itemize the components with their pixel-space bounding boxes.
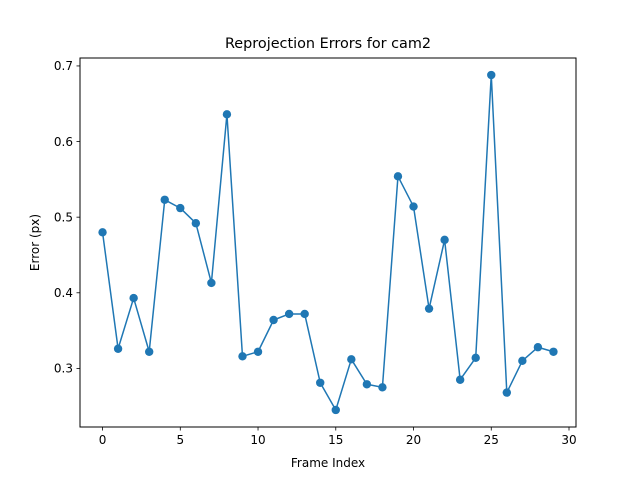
plot-area [98, 70, 558, 415]
data-point [269, 315, 278, 325]
x-tick-label: 30 [561, 433, 576, 447]
y-tick-label: 0.6 [54, 135, 73, 149]
data-point [207, 278, 216, 288]
data-point [440, 235, 449, 245]
x-tick-label: 0 [99, 433, 107, 447]
data-point [409, 202, 418, 211]
data-point [129, 293, 138, 303]
y-tick-label: 0.7 [54, 59, 73, 73]
x-tick-label: 25 [484, 433, 499, 447]
data-point [98, 228, 107, 237]
axes-frame [79, 57, 577, 428]
data-point [331, 405, 340, 415]
y-tick-label: 0.5 [54, 210, 73, 224]
y-axis: 0.3 0.4 0.5 0.6 0.7 [54, 59, 80, 376]
data-point [113, 344, 123, 353]
data-point [347, 355, 356, 364]
chart-title: Reprojection Errors for cam2 [225, 36, 431, 52]
y-tick-label: 0.4 [54, 286, 73, 300]
data-point [549, 347, 558, 356]
data-point [160, 195, 169, 204]
data-point [222, 110, 232, 119]
x-axis-label: Frame Index [291, 456, 365, 470]
data-point [144, 347, 154, 356]
y-axis-label: Error (px) [28, 214, 42, 271]
x-axis: 0 5 10 15 20 25 30 [99, 427, 577, 447]
data-point [533, 343, 543, 352]
data-point [487, 70, 496, 80]
data-point [300, 309, 309, 319]
x-tick-label: 15 [328, 433, 343, 447]
data-point [238, 352, 247, 361]
data-point [316, 378, 325, 387]
data-point [518, 356, 527, 366]
data-point [191, 219, 201, 228]
x-tick-label: 20 [406, 433, 421, 447]
series-line [101, 74, 554, 411]
y-tick-label: 0.3 [54, 362, 73, 376]
data-point [502, 388, 512, 397]
data-point [362, 380, 372, 389]
data-point [176, 203, 185, 213]
data-point [393, 172, 403, 181]
data-point [455, 375, 465, 384]
data-point [471, 353, 480, 363]
data-point [424, 304, 434, 313]
x-tick-label: 5 [176, 433, 184, 447]
data-point [253, 347, 263, 356]
x-tick-label: 10 [250, 433, 265, 447]
data-point [284, 309, 294, 319]
data-point [378, 383, 387, 392]
